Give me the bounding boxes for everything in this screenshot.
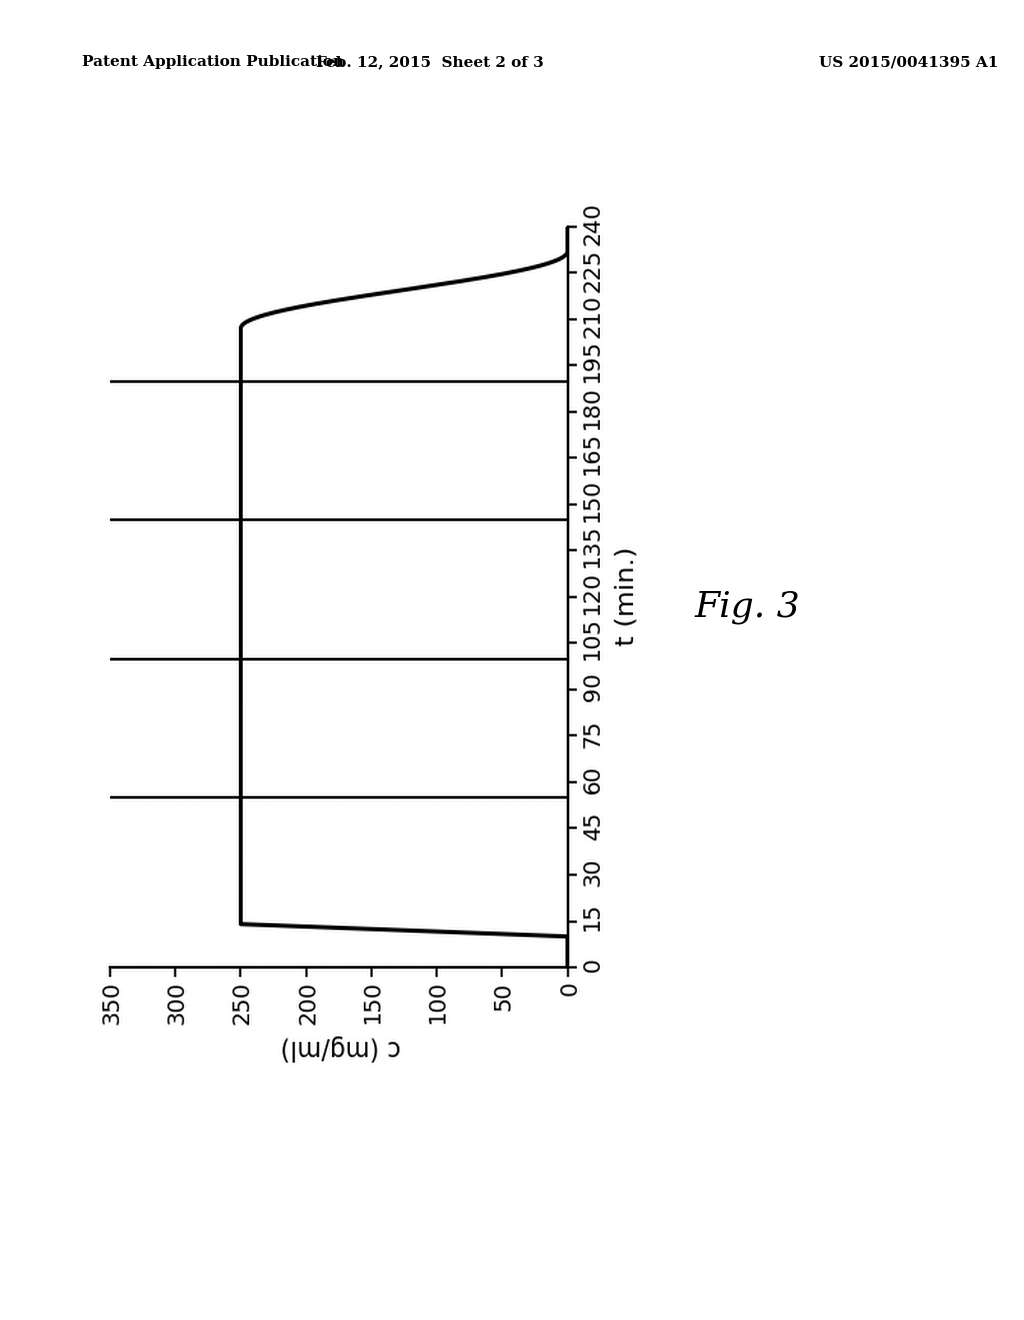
- Text: Fig. 3: Fig. 3: [694, 590, 801, 624]
- Text: Patent Application Publication: Patent Application Publication: [82, 55, 344, 70]
- Text: US 2015/0041395 A1: US 2015/0041395 A1: [819, 55, 998, 70]
- Text: Feb. 12, 2015  Sheet 2 of 3: Feb. 12, 2015 Sheet 2 of 3: [316, 55, 544, 70]
